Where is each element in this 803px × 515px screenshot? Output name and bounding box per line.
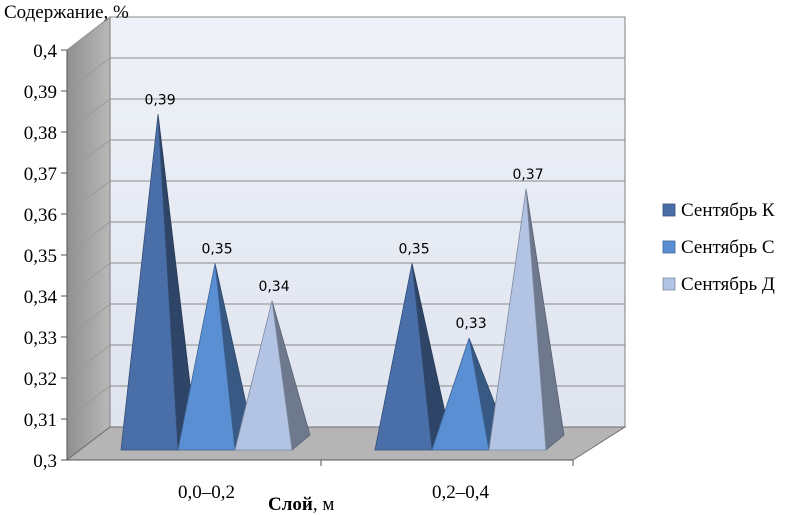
y-tick-label: 0,4	[33, 41, 57, 62]
bar-front-face	[374, 263, 433, 451]
data-label: 0,37	[512, 167, 543, 183]
data-label: 0,33	[455, 316, 486, 332]
gridline-side	[66, 385, 111, 420]
data-label: 0,35	[398, 242, 429, 258]
y-tick-label: 0,31	[24, 410, 57, 431]
bar-front-face	[177, 263, 236, 451]
gridline-side	[66, 98, 111, 133]
bar	[120, 114, 197, 451]
legend: Сентябрь К Сентябрь С Сентябрь Д	[662, 200, 775, 295]
y-tick-label: 0,37	[24, 164, 57, 185]
x-axis: 0,0–0,2 0,2–0,4	[178, 460, 574, 503]
gridline-side	[66, 139, 111, 174]
gridline-side	[66, 57, 111, 92]
legend-swatch	[662, 203, 676, 217]
bar	[234, 300, 311, 451]
y-axis-title: Содержание, %	[4, 2, 129, 23]
y-tick-label: 0,38	[24, 123, 57, 144]
bar-front-face	[431, 337, 490, 451]
legend-swatch	[662, 277, 676, 291]
bar	[374, 263, 451, 451]
x-axis-title-unit: , м	[313, 494, 335, 515]
gridline-side	[66, 262, 111, 297]
gridline-side	[66, 344, 111, 379]
y-axis: 0,30,310,320,330,340,350,360,370,380,390…	[24, 41, 573, 472]
y-tick-label: 0,39	[24, 82, 57, 103]
y-tick-label: 0,33	[24, 328, 57, 349]
y-tick-label: 0,3	[33, 451, 57, 472]
legend-label: Сентябрь К	[681, 200, 775, 221]
gridline-side	[66, 16, 111, 51]
y-tick-label: 0,34	[24, 287, 58, 308]
data-label: 0,39	[144, 92, 175, 108]
y-tick-label: 0,32	[24, 369, 57, 390]
legend-swatch	[662, 240, 676, 254]
data-label: 0,35	[201, 242, 232, 258]
data-label: 0,34	[258, 279, 289, 295]
y-tick-label: 0,35	[24, 246, 57, 267]
x-tick-label: 0,2–0,4	[432, 482, 490, 503]
y-tick-label: 0,36	[24, 205, 57, 226]
gridline-side	[66, 303, 111, 338]
gridline-side	[66, 221, 111, 256]
bars	[120, 114, 565, 451]
x-axis-title: Слой, м	[268, 494, 334, 515]
x-axis-title-bold: Слой	[268, 494, 313, 515]
data-labels: 0,39 0,35 0,34 0,35 0,33 0,37	[144, 92, 543, 332]
gridline-side	[66, 180, 111, 215]
bar-front-face	[234, 300, 293, 451]
legend-label: Сентябрь Д	[681, 274, 775, 295]
legend-label: Сентябрь С	[681, 237, 775, 258]
x-tick-label: 0,0–0,2	[178, 482, 235, 503]
bar	[488, 188, 565, 451]
bar-front-face	[120, 114, 179, 451]
bar-front-face	[488, 188, 547, 451]
